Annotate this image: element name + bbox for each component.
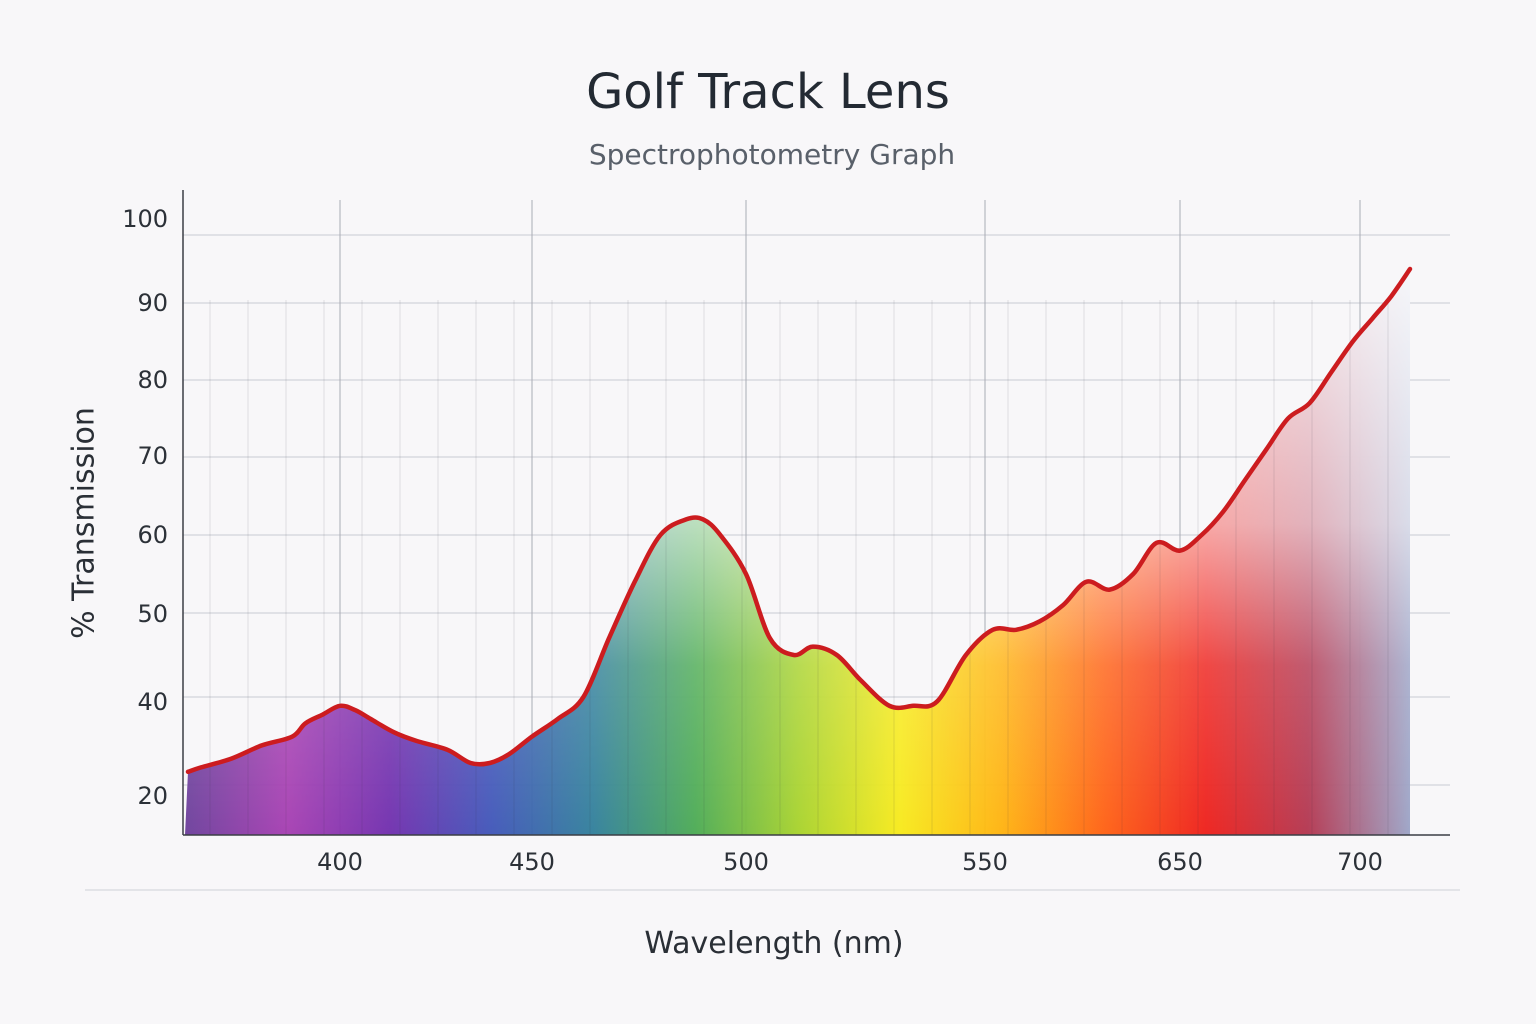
y-tick-label: 50 [137, 600, 168, 628]
axes [85, 190, 1460, 891]
area-highlight [185, 269, 1410, 835]
x-tick-label: 700 [1337, 848, 1383, 876]
x-axis-label: Wavelength (nm) [644, 926, 904, 961]
transmission-curve [185, 266, 1413, 775]
x-tick-label: 450 [509, 848, 555, 876]
y-tick-label: 20 [137, 782, 168, 810]
tick-labels: 20 40 50 60 70 80 90 100 400 450 500 550 650 700 [122, 205, 1383, 876]
area-layer [185, 266, 1413, 835]
y-tick-label: 100 [122, 205, 168, 233]
chart-subtitle: Spectrophotometry Graph [588, 138, 956, 171]
x-tick-label: 550 [962, 848, 1008, 876]
y-tick-label: 40 [137, 688, 168, 716]
x-tick-label: 500 [723, 848, 769, 876]
x-tick-label: 650 [1157, 848, 1203, 876]
y-tick-label: 90 [137, 289, 168, 317]
x-tick-label: 400 [317, 848, 363, 876]
chart-title: Golf Track Lens [586, 64, 950, 120]
y-tick-label: 80 [137, 366, 168, 394]
y-tick-label: 60 [137, 521, 168, 549]
y-tick-label: 70 [137, 442, 168, 470]
